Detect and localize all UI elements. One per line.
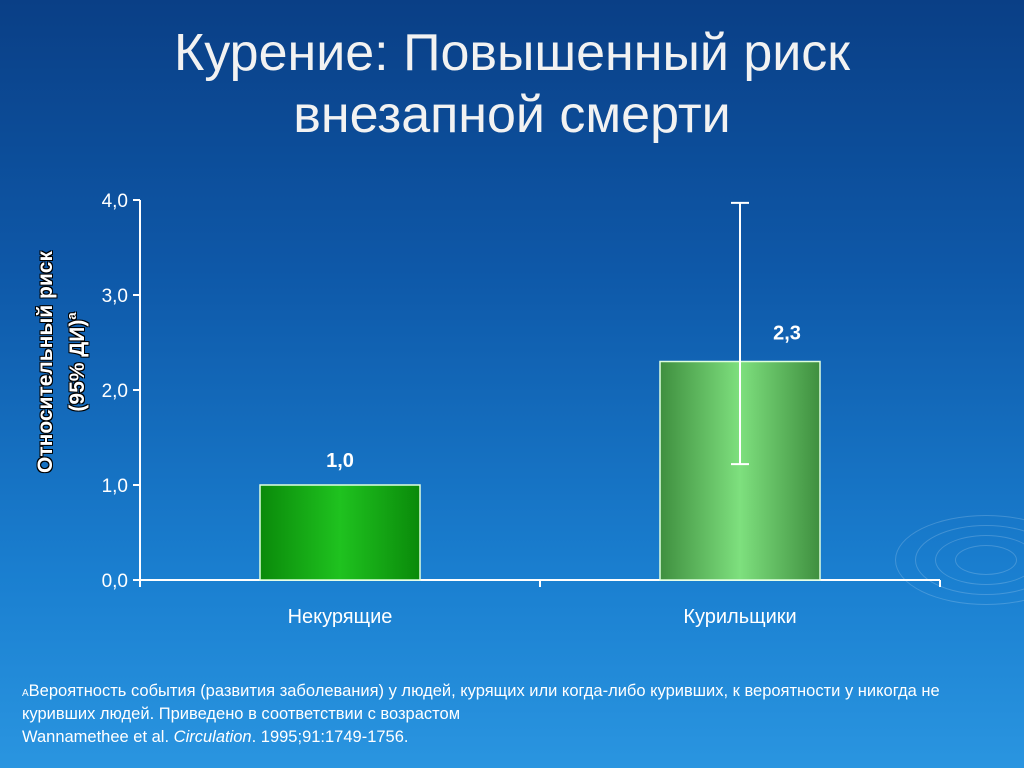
- x-category-label: Курильщики: [683, 606, 796, 628]
- y-tick-label: 2,0: [102, 381, 128, 402]
- title-line-1: Курение: Повышенный риск: [173, 24, 851, 82]
- y-tick-label: 3,0: [102, 286, 128, 307]
- footnote-marker: A: [22, 688, 29, 699]
- title-line-2: внезапной смерти: [293, 86, 731, 144]
- footnote-authors: Wannamethee et al.: [22, 728, 174, 746]
- bar-1: [259, 484, 421, 581]
- y-tick-label: 1,0: [102, 476, 128, 497]
- y-tick-label: 0,0: [102, 571, 128, 592]
- footnote-journal: Circulation: [173, 728, 252, 746]
- x-category-label: Некурящие: [288, 606, 393, 628]
- y-tick-label: 4,0: [102, 191, 128, 212]
- data-label: 2,3: [773, 323, 801, 345]
- footnote-text: Вероятность события (развития заболевани…: [22, 682, 940, 723]
- footnote: AВероятность события (развития заболеван…: [22, 680, 982, 749]
- data-label: 1,0: [326, 450, 354, 472]
- slide-title: Курение: Повышенный риск внезапной смерт…: [0, 22, 1024, 146]
- footnote-citation: . 1995;91:1749-1756.: [251, 728, 409, 746]
